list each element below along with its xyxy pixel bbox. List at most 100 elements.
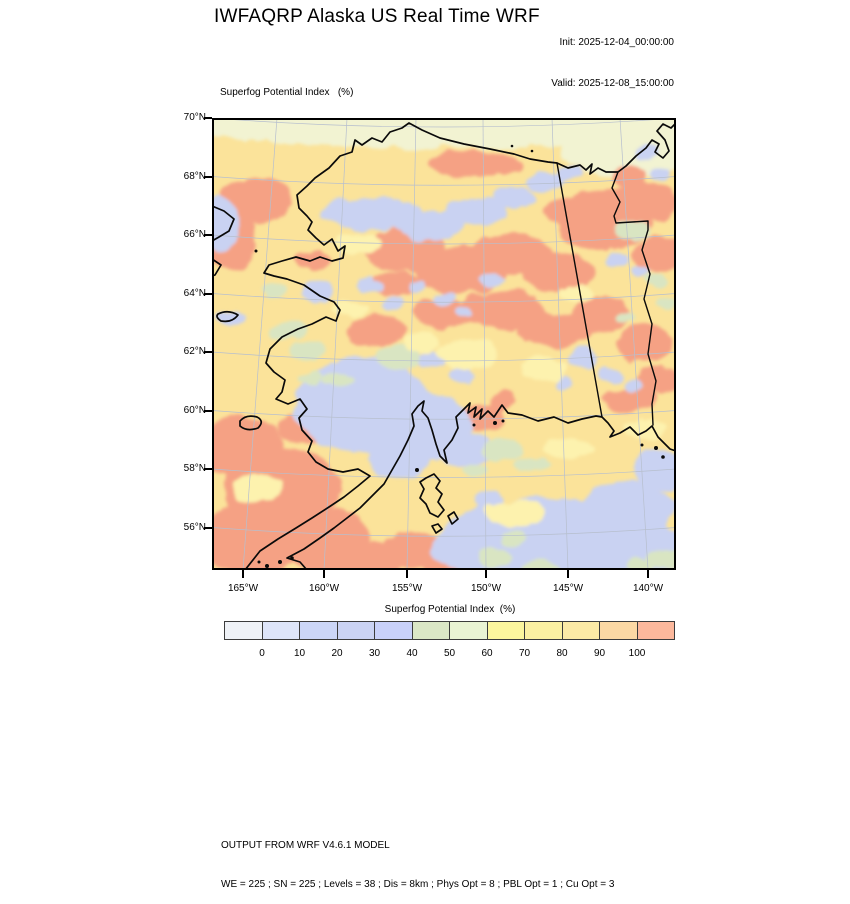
field-blob <box>657 295 676 307</box>
colorbar-segment <box>562 622 600 639</box>
lat-tick-mark <box>204 234 212 236</box>
field-blob <box>624 419 664 439</box>
field-blob <box>434 291 456 303</box>
field-blob <box>392 209 464 239</box>
page-title: IWFAQRP Alaska US Real Time WRF <box>214 6 540 27</box>
field-blob <box>438 339 498 369</box>
field-blob <box>604 388 656 412</box>
colorbar-tick-label: 60 <box>481 648 493 659</box>
footer-line-2: WE = 225 ; SN = 225 ; Levels = 38 ; Dis … <box>221 879 615 890</box>
field-blob <box>526 172 562 190</box>
field-blob <box>408 281 428 293</box>
small-islands <box>254 144 665 568</box>
model-config-footer: OUTPUT FROM WRF V4.6.1 MODEL WE = 225 ; … <box>221 813 614 904</box>
colorbar-tick-label: 20 <box>331 648 343 659</box>
field-blob <box>617 222 649 240</box>
field-blob <box>268 321 308 341</box>
graticule-lines <box>212 118 676 570</box>
field-blob <box>488 392 516 410</box>
field-blob <box>554 377 574 389</box>
field-blob <box>492 187 536 207</box>
field-blob <box>556 167 580 181</box>
lon-tick-label: 140°W <box>632 583 664 594</box>
field-blob <box>414 298 474 330</box>
field-blob <box>519 357 569 381</box>
colorbar-segment <box>300 622 338 639</box>
lat-tick-mark <box>204 351 212 353</box>
lon-tick-mark <box>647 570 649 578</box>
field-blob <box>300 281 336 301</box>
field-blob <box>298 369 322 383</box>
field-blob <box>606 251 630 267</box>
kodiak-islets <box>431 511 459 534</box>
field-blob <box>436 433 492 465</box>
model-run-times: Init: 2025-12-04_00:00:00 Valid: 2025-12… <box>430 9 674 104</box>
field-blob <box>374 345 422 369</box>
field-blob <box>514 456 546 472</box>
field-blob <box>408 414 444 462</box>
colorbar-segment <box>487 622 525 639</box>
lat-tick-label: 66°N <box>183 229 206 240</box>
lon-tick-mark <box>406 570 408 578</box>
field-blob <box>354 276 382 292</box>
field-blob <box>483 441 523 461</box>
lat-tick-mark <box>204 175 212 178</box>
lon-tick-label: 155°W <box>391 583 423 594</box>
lon-tick-mark <box>242 570 244 578</box>
lon-tick-mark <box>323 570 325 578</box>
colorbar-tick-label: 40 <box>406 648 418 659</box>
field-blob <box>334 300 370 316</box>
colorbar-segment <box>412 622 450 639</box>
colorbar-segment <box>525 622 563 639</box>
colorbar-segment <box>225 622 263 639</box>
border-141w <box>556 162 603 418</box>
lat-tick-label: 64°N <box>183 287 206 299</box>
field-blob <box>637 366 676 394</box>
lon-tick-label: 145°W <box>552 583 584 594</box>
valid-time-label: Valid: 2025-12-08_15:00:00 <box>551 77 674 89</box>
field-blob <box>612 182 676 222</box>
field-blob <box>616 326 672 362</box>
field-blob <box>448 198 508 224</box>
field-blob <box>290 341 326 361</box>
field-blob <box>612 166 648 186</box>
field-blob <box>582 481 674 537</box>
lat-tick-label: 60°N <box>183 404 206 416</box>
colorbar-segment <box>450 622 488 639</box>
field-blob <box>479 548 511 566</box>
field-blob <box>328 544 400 570</box>
field-blob <box>381 297 405 311</box>
lon-tick-mark <box>567 570 569 578</box>
field-blob <box>368 272 420 296</box>
field-blob <box>502 532 526 546</box>
alaska-map-graphic <box>212 118 676 570</box>
field-blob <box>522 254 594 294</box>
colorbar-tick-label: 50 <box>443 648 456 659</box>
field-blob <box>450 367 474 381</box>
lat-tick-mark <box>204 526 212 529</box>
map-panel-label: Superfog Potential Index (%) <box>220 87 354 98</box>
lat-tick-label: 62°N <box>183 346 206 357</box>
field-blob <box>455 306 475 316</box>
lat-tick-mark <box>204 468 212 470</box>
lat-tick-label: 70°N <box>183 112 206 123</box>
coastline-west-north <box>244 122 676 570</box>
colorbar-tick-label: 0 <box>259 648 265 659</box>
colorbar-segment <box>262 622 300 639</box>
border-yukon <box>611 171 657 426</box>
lon-tick-label: 165°W <box>227 583 259 594</box>
coastline-south <box>286 400 676 570</box>
colorbar-tick-label: 70 <box>518 648 531 659</box>
field-blob <box>321 372 353 388</box>
colorbar-segment <box>337 622 375 639</box>
lat-tick-label: 58°N <box>183 463 206 474</box>
lat-tick-label: 56°N <box>183 521 206 533</box>
field-blob <box>481 273 505 285</box>
field-blob <box>263 284 287 298</box>
kodiak-island <box>419 473 445 518</box>
colorbar-tick-label: 80 <box>556 648 568 659</box>
field-blob <box>543 439 593 459</box>
field-blob <box>560 285 596 303</box>
colorbar-segment <box>600 622 638 639</box>
field-blob <box>626 558 654 570</box>
